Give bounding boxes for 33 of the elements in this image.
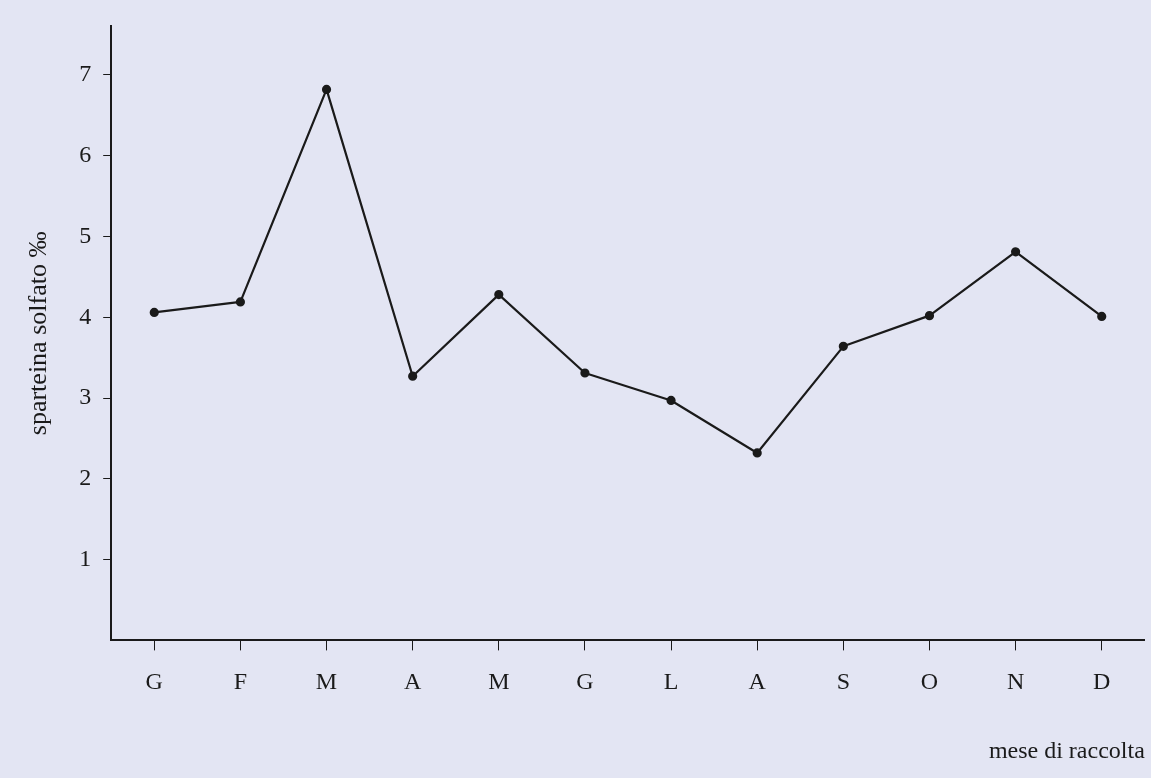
- x-tick-label: L: [663, 668, 679, 695]
- x-tick-label: A: [748, 668, 767, 695]
- y-tick-label: 4: [79, 302, 92, 329]
- x-tick-label: S: [836, 668, 851, 695]
- y-axis-title: sparteina solfato ‰: [23, 231, 53, 436]
- y-tick-label: 6: [79, 140, 92, 167]
- point: [1011, 247, 1021, 257]
- point: [924, 311, 935, 321]
- y-tick-label: 1: [79, 544, 92, 571]
- x-tick-label: G: [576, 668, 594, 695]
- point: [494, 290, 504, 300]
- x-tick-label: D: [1093, 668, 1111, 695]
- x-tick-label: G: [145, 668, 163, 695]
- x-tick-label: N: [1006, 668, 1025, 695]
- point: [408, 371, 418, 381]
- x-tick-label: M: [488, 668, 510, 695]
- x-axis-title: mese di raccolta: [988, 736, 1146, 763]
- point: [838, 341, 848, 351]
- y-tick-label: 7: [79, 60, 92, 87]
- point: [235, 297, 245, 307]
- point: [752, 448, 762, 458]
- x-tick-label: M: [315, 668, 338, 695]
- x-tick-label: O: [920, 668, 939, 695]
- point: [149, 307, 159, 317]
- point: [321, 84, 332, 95]
- y-tick-label: 5: [79, 221, 92, 248]
- x-tick-label: F: [233, 668, 248, 695]
- point: [666, 395, 676, 406]
- point: [1097, 311, 1107, 322]
- point: [580, 368, 590, 378]
- y-tick-label: 3: [79, 383, 92, 410]
- x-tick-label: A: [403, 668, 422, 695]
- y-tick-label: 2: [79, 464, 92, 491]
